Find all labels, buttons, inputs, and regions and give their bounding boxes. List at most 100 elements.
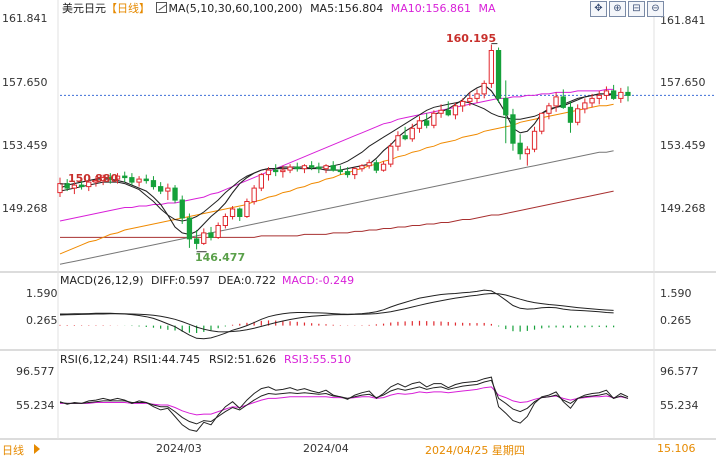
candle-up [488, 50, 495, 84]
macd-axis-right-label: 0.265 [660, 314, 692, 327]
candle-up [244, 201, 250, 217]
candle-down [330, 165, 336, 171]
candle-down [208, 232, 214, 238]
candlesticks [57, 44, 631, 250]
rsi1-value: RSI1:44.745 [133, 353, 200, 366]
candle-up [460, 100, 466, 107]
rsi-axis-left-label: 96.577 [16, 365, 55, 378]
price-axis-left-label: 157.650 [2, 76, 48, 89]
price-axis-right-label: 149.268 [660, 202, 706, 215]
candle-down [309, 165, 315, 168]
candle-down [495, 50, 502, 99]
macd-diff-value: DIFF:0.597 [151, 274, 210, 287]
rsi3-value: RSI3:55.510 [284, 353, 351, 366]
candle-down [316, 166, 322, 170]
macd-dea-line [59, 292, 614, 333]
candle-up [93, 180, 99, 183]
chart-header: 美元日元【日线】 MA(5,10,30,60,100,200) MA5:156.… [62, 2, 496, 16]
candle-up [474, 93, 480, 99]
period-selector[interactable]: 【日线】 [106, 2, 150, 15]
candle-down [107, 177, 113, 180]
price-axis-left-label: 149.268 [2, 202, 48, 215]
candle-up [71, 184, 77, 189]
low-price-label: 146.477 [195, 251, 245, 264]
zoom-in-icon[interactable]: ⊕ [609, 1, 626, 17]
candle-down [445, 109, 451, 116]
crosshair-icon[interactable]: ✥ [590, 1, 607, 17]
candle-down [402, 135, 408, 140]
candle-up [409, 127, 415, 140]
candle-down [294, 166, 300, 170]
ma10-value: MA10:156.861 [390, 2, 471, 15]
macd-value: MACD:-0.249 [282, 274, 354, 287]
candle-up [352, 168, 358, 176]
high-price-label: 160.195 [446, 32, 496, 45]
candle-up [524, 148, 531, 155]
candle-up [596, 94, 602, 99]
start-price-label: 150.880 [68, 172, 118, 185]
rsi-title: RSI(6,12,24) [60, 353, 128, 366]
ma5-value: MA5:156.804 [310, 2, 384, 15]
candle-down [373, 162, 380, 171]
scroll-right-icon[interactable] [34, 444, 40, 454]
zoom-out-icon[interactable]: ⊖ [647, 1, 664, 17]
rsi2-value: RSI2:51.626 [209, 353, 276, 366]
candle-up [265, 169, 272, 176]
candle-down [273, 169, 279, 173]
ma100-line [59, 150, 614, 265]
candle-down [424, 120, 430, 126]
ma10-line [59, 93, 614, 222]
candle-up [603, 90, 610, 96]
macd-title: MACD(26,12,9) [60, 274, 144, 287]
candle-up [416, 120, 423, 129]
macd-axis-right-label: 1.590 [660, 287, 692, 300]
ma-settings-icon[interactable] [155, 2, 167, 13]
candle-up [100, 177, 106, 182]
candle-up [589, 97, 595, 104]
candle-down [237, 208, 243, 217]
candle-down [150, 180, 157, 188]
ma200-line [60, 190, 614, 238]
macd-dea-value: DEA:0.722 [218, 274, 276, 287]
candle-up [481, 82, 487, 95]
candle-up [366, 162, 372, 167]
split-view-icon[interactable]: ⊟ [628, 1, 645, 17]
candle-down [122, 175, 128, 179]
ma-parameters[interactable]: MA(5,10,30,60,100,200) [168, 2, 303, 15]
candle-down [344, 171, 351, 176]
candle-down [560, 96, 566, 108]
candle-up [452, 105, 459, 116]
ma5-line [59, 84, 614, 235]
candle-down [517, 142, 523, 155]
macd-axis-left-label: 1.590 [26, 287, 58, 300]
chart-toolbar: ✥ ⊕ ⊟ ⊖ [590, 1, 664, 17]
rsi1-line [59, 376, 629, 432]
candle-up [388, 145, 394, 165]
candle-down [510, 114, 516, 144]
candle-up [575, 108, 581, 123]
candle-down [625, 91, 631, 96]
candle-up [222, 216, 228, 226]
candle-up [136, 178, 142, 183]
date-label: 2024/03 [156, 442, 202, 455]
period-tab-daily[interactable]: 日线 [2, 444, 24, 457]
candle-down [567, 106, 574, 123]
cursor-value: 15.106 [657, 442, 696, 455]
candle-up [165, 187, 171, 192]
candle-up [215, 225, 221, 238]
candle-up [251, 187, 257, 203]
macd-axis-left-label: 0.265 [26, 314, 58, 327]
candle-up [114, 175, 121, 180]
rsi-axis-right-label: 96.577 [660, 365, 699, 378]
candle-up [301, 165, 308, 170]
date-label: 2024/04 [303, 442, 349, 455]
candle-up [467, 97, 473, 102]
candle-up [618, 91, 624, 99]
rsi-axis-left-label: 55.234 [16, 399, 55, 412]
price-axis-left: 161.841 157.650 153.459 149.268 [2, 12, 48, 215]
rsi-indicator [59, 376, 629, 432]
candle-down [179, 199, 185, 219]
candle-up [438, 109, 444, 114]
candle-up [531, 130, 538, 150]
